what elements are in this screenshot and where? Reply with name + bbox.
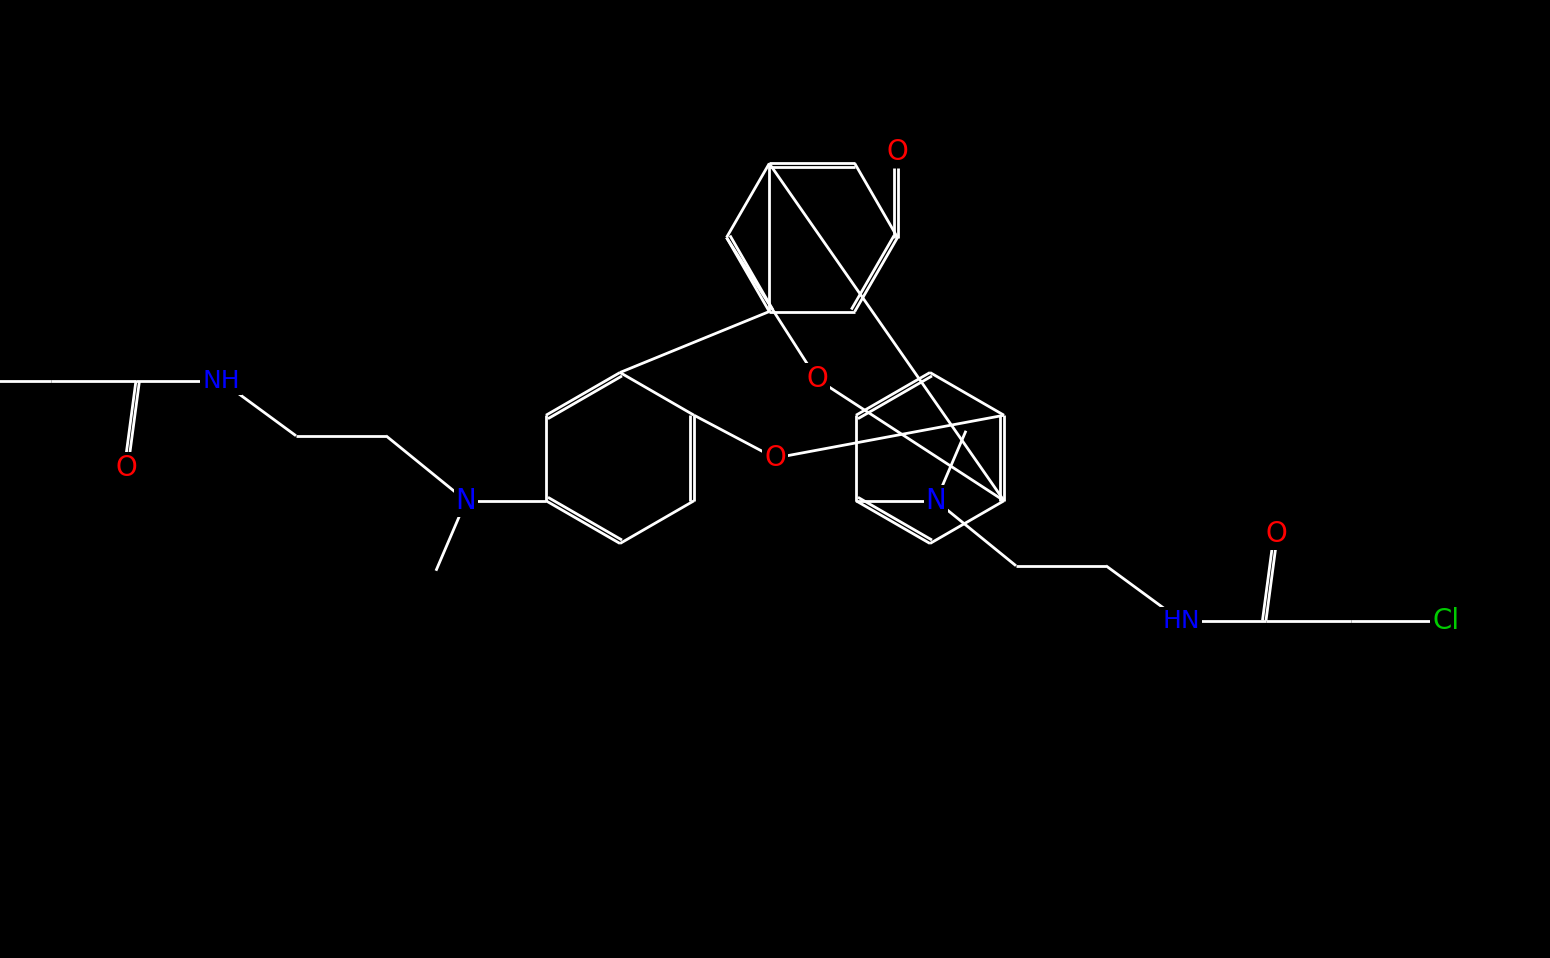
Text: O: O <box>764 444 786 472</box>
Text: Cl: Cl <box>1432 606 1460 635</box>
Text: N: N <box>925 487 947 514</box>
Text: O: O <box>806 365 828 393</box>
Text: N: N <box>456 487 476 514</box>
Text: HN: HN <box>1162 608 1200 632</box>
Text: O: O <box>887 139 908 167</box>
Text: O: O <box>1265 520 1286 548</box>
Text: NH: NH <box>202 369 240 393</box>
Text: O: O <box>115 454 136 482</box>
